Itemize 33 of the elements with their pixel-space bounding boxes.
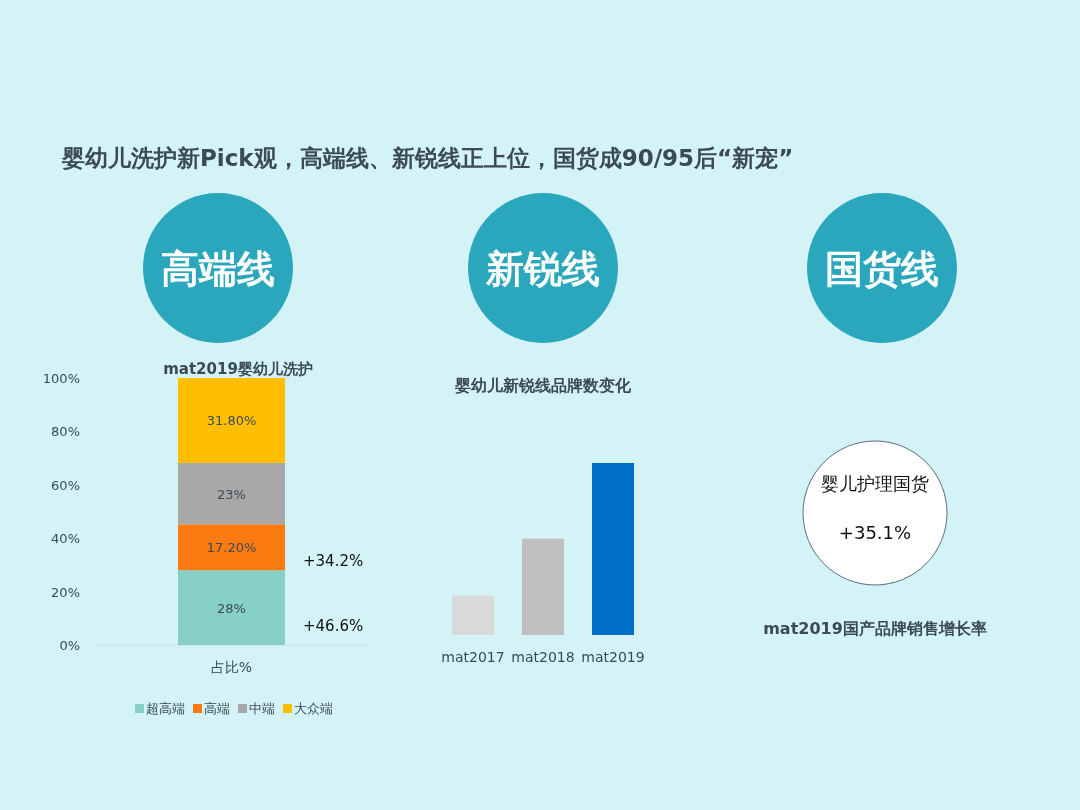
text: 婴幼儿洗护新Pick观，高端线、新锐线正上位，国货成90/95后“新宠”: [61, 145, 794, 171]
data-label: 17.20%: [206, 540, 257, 556]
x-tick-label: mat2019: [581, 649, 645, 665]
data-label: 23%: [217, 486, 246, 502]
legend-label: 大众端: [294, 701, 333, 716]
x-tick-label: 占比%: [210, 659, 253, 675]
bar: [178, 462, 285, 525]
bar: [178, 378, 285, 463]
text: 国货线: [825, 247, 939, 291]
bar: [178, 570, 285, 645]
text: 婴儿护理国货: [821, 473, 929, 494]
legend-label: 中端: [249, 701, 275, 716]
x-tick-label: mat2017: [441, 649, 505, 665]
chart-title: 高端线: [161, 247, 275, 291]
chart-title: 新锐线: [485, 247, 600, 291]
y-tick-label: 40%: [51, 531, 80, 547]
chart-subtitle: 婴幼儿新锐线品牌数变化: [454, 376, 632, 395]
data-label: 31.80%: [206, 413, 257, 429]
y-tick-label: 100%: [42, 371, 80, 386]
chart-subtitle: mat2019婴幼儿洗护: [163, 360, 313, 378]
annotation: +34.2%: [303, 552, 364, 570]
y-tick-label: 80%: [51, 424, 80, 440]
text: mat2019国产品牌销售增长率: [763, 619, 987, 638]
annotation: +46.6%: [303, 617, 364, 635]
x-tick-label: mat2018: [511, 649, 575, 665]
y-tick-label: 0%: [59, 638, 80, 653]
y-tick-label: 60%: [51, 477, 80, 493]
y-tick-label: 20%: [51, 584, 80, 600]
text: +35.1%: [838, 522, 912, 543]
data-label: 28%: [217, 600, 246, 616]
bar: [178, 524, 285, 571]
legend-label: 超高端: [146, 701, 185, 716]
legend-label: 高端: [204, 701, 230, 716]
